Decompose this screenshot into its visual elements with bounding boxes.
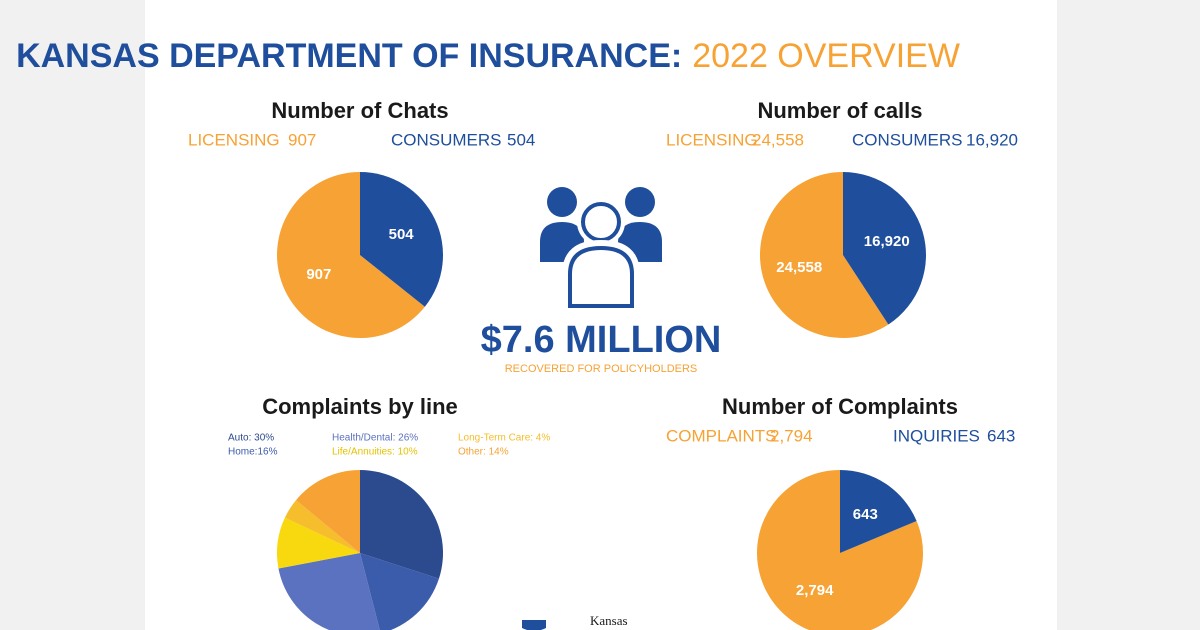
legend-value: 2,794	[770, 426, 813, 445]
legend-label: Life/Annuities: 10%	[332, 447, 418, 458]
logo: Kansas	[522, 613, 628, 630]
slice-label: 2,794	[796, 582, 834, 599]
pie-slice	[843, 172, 926, 325]
legend-value: 24,558	[752, 130, 804, 149]
pie-slice	[360, 171, 443, 307]
pie-slice	[840, 470, 917, 553]
slice-label: 504	[389, 226, 415, 243]
title-main: KANSAS DEPARTMENT OF INSURANCE:	[16, 37, 682, 75]
legend-label: CONSUMERS	[391, 130, 502, 149]
pie-slice	[278, 553, 380, 630]
legend-label: Health/Dental: 26%	[332, 433, 418, 444]
pie-slice	[296, 470, 360, 553]
legend-value: 16,920	[966, 130, 1018, 149]
pie-slice	[284, 500, 360, 553]
pie-slice	[760, 172, 889, 338]
legend-label: CONSUMERS	[852, 130, 963, 149]
legend-label: INQUIRIES	[893, 426, 980, 445]
pie-slice	[360, 553, 439, 630]
legend-value: 643	[987, 426, 1015, 445]
chart-title: Number of Complaints	[722, 394, 958, 419]
amount-caption: RECOVERED FOR POLICYHOLDERS	[505, 363, 698, 375]
pie-slice	[277, 517, 360, 569]
legend-label: LICENSING	[666, 130, 758, 149]
pie-slice	[757, 470, 923, 630]
pie-slice	[276, 172, 425, 338]
slice-label: 907	[306, 266, 331, 283]
legend-label: COMPLAINTS	[666, 426, 777, 445]
slice-label: 16,920	[864, 233, 910, 250]
slice-label: 643	[853, 506, 878, 523]
title-highlight: 2022 OVERVIEW	[692, 37, 960, 75]
logo-text: Kansas	[590, 613, 628, 628]
people-icon	[540, 187, 662, 312]
legend-label: Other: 14%	[458, 447, 509, 458]
legend-label: Auto: 30%	[228, 433, 274, 444]
legend-value: 504	[507, 130, 535, 149]
chart-title: Complaints by line	[262, 394, 458, 419]
chart-title: Number of calls	[757, 98, 922, 123]
legend-value: 907	[288, 130, 316, 149]
pie-slice	[360, 470, 443, 579]
legend-label: Home:16%	[228, 447, 278, 458]
slice-label: 24,558	[776, 259, 822, 276]
legend-label: Long-Term Care: 4%	[458, 433, 550, 444]
chart-title: Number of Chats	[271, 98, 448, 123]
legend-label: LICENSING	[188, 130, 280, 149]
page-title: KANSAS DEPARTMENT OF INSURANCE: 2022 OVER…	[16, 37, 960, 75]
amount: $7.6 MILLION	[481, 319, 722, 361]
